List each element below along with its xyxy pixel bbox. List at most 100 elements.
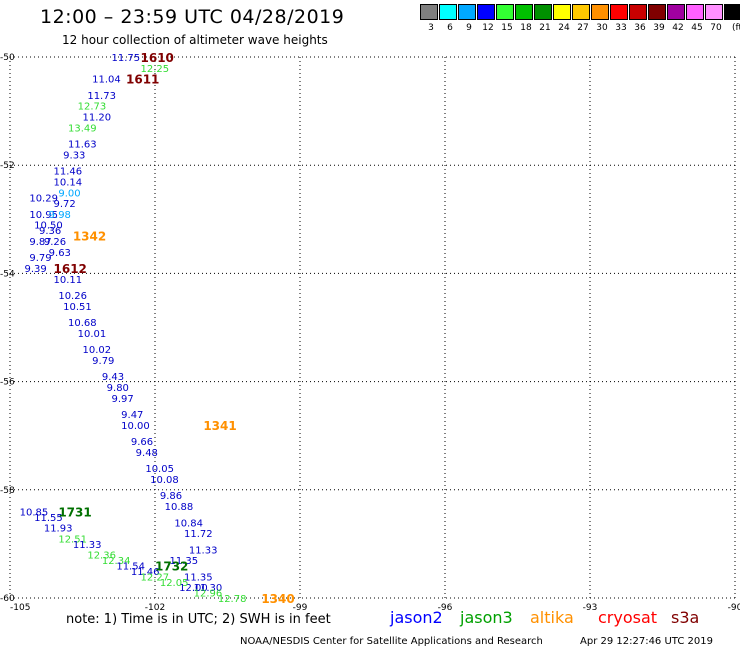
wave-height-label: 11.63 (68, 140, 97, 151)
wave-height-label: 11.72 (184, 529, 213, 540)
legend-swatch (458, 4, 476, 20)
wave-height-label: 9.63 (49, 248, 71, 259)
satellite-label-cryosat: cryosat (598, 608, 658, 627)
footer-note: note: 1) Time is in UTC; 2) SWH is in fe… (66, 612, 331, 627)
pass-time-label: 1610 (141, 51, 174, 65)
pass-time-label: 1612 (54, 262, 87, 276)
wave-height-label: 10.29 (29, 194, 58, 205)
wave-height-label: 10.02 (83, 345, 112, 356)
legend-swatch-label: 42 (672, 23, 684, 33)
legend-swatch-label: 24 (558, 23, 570, 33)
wave-height-label: 11.35 (184, 572, 213, 583)
legend-swatch-label: 3 (428, 23, 434, 33)
wave-height-label: 10.14 (54, 177, 83, 188)
wave-height-label: 9.39 (25, 264, 47, 275)
wave-height-label: 10.00 (121, 421, 150, 432)
lon-tick-label: -96 (438, 603, 453, 613)
pass-time-label: 1341 (203, 419, 236, 433)
lon-tick-label: -90 (728, 603, 740, 613)
wave-height-label: 12.36 (87, 551, 116, 562)
satellite-label-jason3: jason3 (460, 608, 513, 627)
legend-swatch (610, 4, 628, 20)
lat-tick-label: -56 (0, 378, 15, 388)
wave-height-label: 10.01 (78, 329, 107, 340)
wave-height-label: 11.33 (189, 545, 218, 556)
legend-swatch (705, 4, 723, 20)
lon-tick-label: -105 (10, 603, 30, 613)
pass-time-label: 1342 (73, 230, 106, 244)
legend-swatch (591, 4, 609, 20)
wave-height-label: 12.05 (160, 578, 189, 589)
wave-height-label: 9.98 (49, 210, 71, 221)
wave-height-label: 11.35 (170, 556, 199, 567)
wave-height-label: 11.30 (194, 583, 223, 594)
wave-height-label: 11.93 (44, 524, 73, 535)
lat-tick-label: -58 (0, 486, 15, 496)
wave-height-label: 9.87 (29, 237, 51, 248)
legend-swatch-label: 45 (691, 23, 703, 33)
wave-height-label: 11.55 (34, 513, 63, 524)
legend-swatch-label: 9 (466, 23, 472, 33)
lat-tick-label: -50 (0, 53, 15, 63)
wave-height-label: 9.86 (160, 491, 182, 502)
lat-tick-label: -54 (0, 269, 15, 279)
legend-swatch-label: 39 (653, 23, 665, 33)
wave-height-label: 13.49 (68, 123, 97, 134)
wave-height-label: 9.36 (39, 226, 61, 237)
legend-swatch (686, 4, 704, 20)
wave-height-label: 9.80 (107, 383, 129, 394)
wave-height-label: 9.79 (92, 356, 114, 367)
map-subtitle: 12 hour collection of altimeter wave hei… (62, 33, 328, 47)
pass-time-label: 1732 (155, 560, 188, 574)
legend-swatch (667, 4, 685, 20)
wave-height-label: 11.73 (87, 91, 116, 102)
legend-swatch (496, 4, 514, 20)
wave-height-label: 9.33 (63, 150, 85, 161)
legend-swatch (648, 4, 666, 20)
wave-height-label: 12.51 (58, 534, 87, 545)
wave-height-label: 12.27 (141, 572, 170, 583)
wave-height-label: 12.25 (141, 64, 170, 75)
legend-swatch-label: 36 (634, 23, 646, 33)
wave-height-label: 10.84 (174, 518, 203, 529)
legend-swatch (477, 4, 495, 20)
legend-swatch (572, 4, 590, 20)
legend-swatch-label: 6 (447, 23, 453, 33)
wave-height-label: 9.97 (112, 394, 134, 405)
wave-height-label: 11.04 (92, 75, 121, 86)
wave-height-label: 11.46 (131, 567, 160, 578)
wave-height-label: 9.72 (54, 199, 76, 210)
wave-height-label: 12.96 (194, 589, 223, 600)
legend-swatch-label: 33 (615, 23, 627, 33)
legend-swatch-label: 21 (539, 23, 551, 33)
wave-height-label: 10.08 (150, 475, 179, 486)
wave-height-label: 10.51 (63, 302, 92, 313)
wave-height-label: 10.95 (29, 210, 58, 221)
wave-height-label: 9.66 (131, 437, 153, 448)
satellite-label-jason2: jason2 (390, 608, 443, 627)
wave-height-label: 10.11 (54, 275, 83, 286)
wave-height-label: 9.79 (29, 253, 51, 264)
wave-height-label: 9.43 (102, 372, 124, 383)
footer-timestamp: Apr 29 12:27:46 UTC 2019 (580, 636, 713, 647)
wave-height-label: 12.34 (102, 556, 131, 567)
legend-swatch (553, 4, 571, 20)
wave-height-label: 11.54 (116, 562, 145, 573)
lon-tick-label: -93 (583, 603, 598, 613)
legend-swatch-label: 18 (520, 23, 532, 33)
lon-tick-label: -102 (145, 603, 165, 613)
wave-height-label: 9.47 (121, 410, 143, 421)
lon-tick-label: -99 (293, 603, 308, 613)
legend-swatch-label: 30 (596, 23, 608, 33)
wave-height-label: 11.20 (83, 113, 112, 124)
legend-swatch (515, 4, 533, 20)
legend-swatch (439, 4, 457, 20)
wave-height-label: 10.50 (34, 221, 63, 232)
legend-swatch (420, 4, 438, 20)
legend-unit: (ft) (732, 23, 740, 33)
map-title: 12:00 – 23:59 UTC 04/28/2019 (40, 6, 345, 28)
legend-swatch (724, 4, 740, 20)
satellite-label-s3a: s3a (671, 608, 700, 627)
lat-tick-label: -52 (0, 161, 15, 171)
